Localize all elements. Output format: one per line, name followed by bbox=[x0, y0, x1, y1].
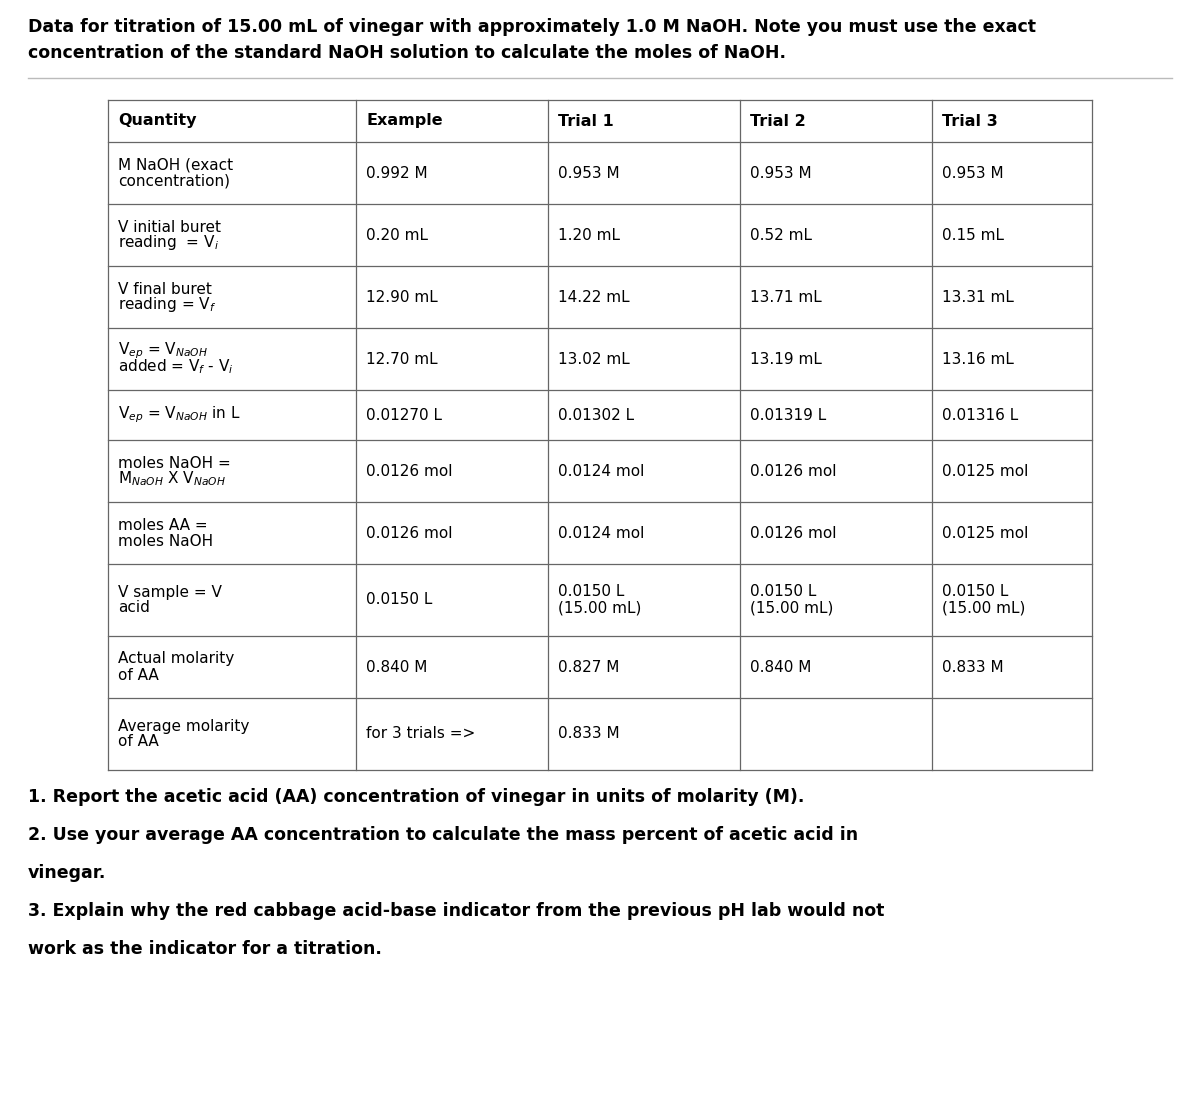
Text: 0.01302 L: 0.01302 L bbox=[558, 407, 634, 422]
Text: 0.953 M: 0.953 M bbox=[942, 166, 1003, 180]
Text: Data for titration of 15.00 mL of vinegar with approximately 1.0 M NaOH. Note yo: Data for titration of 15.00 mL of vinega… bbox=[28, 18, 1036, 36]
Text: 0.827 M: 0.827 M bbox=[558, 659, 619, 675]
Text: 0.01316 L: 0.01316 L bbox=[942, 407, 1019, 422]
Text: vinegar.: vinegar. bbox=[28, 864, 107, 881]
Text: 0.0125 mol: 0.0125 mol bbox=[942, 463, 1028, 479]
Text: 0.840 M: 0.840 M bbox=[750, 659, 811, 675]
Text: Trial 1: Trial 1 bbox=[558, 114, 613, 128]
Text: Example: Example bbox=[366, 114, 443, 128]
Text: 0.0124 mol: 0.0124 mol bbox=[558, 525, 644, 541]
Text: V sample = V: V sample = V bbox=[118, 584, 222, 599]
Text: moles NaOH =: moles NaOH = bbox=[118, 456, 230, 470]
Text: 0.20 mL: 0.20 mL bbox=[366, 228, 428, 242]
Text: 0.0150 L: 0.0150 L bbox=[366, 593, 432, 607]
Text: 0.0126 mol: 0.0126 mol bbox=[366, 525, 452, 541]
Text: work as the indicator for a titration.: work as the indicator for a titration. bbox=[28, 940, 382, 958]
Text: 0.0126 mol: 0.0126 mol bbox=[366, 463, 452, 479]
Text: 13.31 mL: 13.31 mL bbox=[942, 290, 1014, 304]
Text: 13.19 mL: 13.19 mL bbox=[750, 352, 822, 366]
Text: 0.52 mL: 0.52 mL bbox=[750, 228, 812, 242]
Text: 1.20 mL: 1.20 mL bbox=[558, 228, 620, 242]
Text: V$_{ep}$ = V$_{NaOH}$: V$_{ep}$ = V$_{NaOH}$ bbox=[118, 341, 208, 362]
Text: 13.16 mL: 13.16 mL bbox=[942, 352, 1014, 366]
Text: 13.71 mL: 13.71 mL bbox=[750, 290, 822, 304]
Text: moles NaOH: moles NaOH bbox=[118, 533, 214, 549]
Text: 0.15 mL: 0.15 mL bbox=[942, 228, 1004, 242]
Text: moles AA =: moles AA = bbox=[118, 518, 208, 532]
Text: Trial 3: Trial 3 bbox=[942, 114, 997, 128]
Text: V final buret: V final buret bbox=[118, 282, 212, 296]
Text: M$_{NaOH}$ X V$_{NaOH}$: M$_{NaOH}$ X V$_{NaOH}$ bbox=[118, 470, 226, 489]
Text: concentration): concentration) bbox=[118, 174, 230, 188]
Text: 0.0126 mol: 0.0126 mol bbox=[750, 463, 836, 479]
Text: of AA: of AA bbox=[118, 668, 158, 682]
Text: acid: acid bbox=[118, 601, 150, 616]
Text: 0.953 M: 0.953 M bbox=[558, 166, 619, 180]
Text: 0.0150 L: 0.0150 L bbox=[558, 584, 624, 599]
Text: reading  = V$_i$: reading = V$_i$ bbox=[118, 233, 220, 252]
Text: 1. Report the acetic acid (AA) concentration of vinegar in units of molarity (M): 1. Report the acetic acid (AA) concentra… bbox=[28, 787, 804, 806]
Text: 0.992 M: 0.992 M bbox=[366, 166, 427, 180]
Text: Trial 2: Trial 2 bbox=[750, 114, 805, 128]
Text: 12.90 mL: 12.90 mL bbox=[366, 290, 438, 304]
Text: 0.01319 L: 0.01319 L bbox=[750, 407, 827, 422]
Text: 0.840 M: 0.840 M bbox=[366, 659, 427, 675]
Text: (15.00 mL): (15.00 mL) bbox=[942, 601, 1025, 616]
Text: 0.0125 mol: 0.0125 mol bbox=[942, 525, 1028, 541]
Text: 0.0126 mol: 0.0126 mol bbox=[750, 525, 836, 541]
Text: added = V$_f$ - V$_i$: added = V$_f$ - V$_i$ bbox=[118, 357, 234, 376]
Text: Average molarity: Average molarity bbox=[118, 719, 250, 733]
Text: (15.00 mL): (15.00 mL) bbox=[750, 601, 833, 616]
Text: 14.22 mL: 14.22 mL bbox=[558, 290, 630, 304]
Text: (15.00 mL): (15.00 mL) bbox=[558, 601, 641, 616]
Text: reading = V$_f$: reading = V$_f$ bbox=[118, 295, 216, 314]
Text: 0.0124 mol: 0.0124 mol bbox=[558, 463, 644, 479]
Text: 2. Use your average AA concentration to calculate the mass percent of acetic aci: 2. Use your average AA concentration to … bbox=[28, 826, 858, 844]
Text: Actual molarity: Actual molarity bbox=[118, 651, 234, 667]
Text: 0.0150 L: 0.0150 L bbox=[750, 584, 816, 599]
Text: Quantity: Quantity bbox=[118, 114, 197, 128]
Text: 3. Explain why the red cabbage acid-base indicator from the previous pH lab woul: 3. Explain why the red cabbage acid-base… bbox=[28, 902, 884, 920]
Text: V$_{ep}$ = V$_{NaOH}$ in L: V$_{ep}$ = V$_{NaOH}$ in L bbox=[118, 405, 241, 426]
Text: of AA: of AA bbox=[118, 734, 158, 750]
Text: V initial buret: V initial buret bbox=[118, 219, 221, 234]
Text: for 3 trials =>: for 3 trials => bbox=[366, 727, 475, 741]
Text: 0.833 M: 0.833 M bbox=[558, 727, 619, 741]
Text: 0.01270 L: 0.01270 L bbox=[366, 407, 442, 422]
Text: 0.953 M: 0.953 M bbox=[750, 166, 811, 180]
Text: concentration of the standard NaOH solution to calculate the moles of NaOH.: concentration of the standard NaOH solut… bbox=[28, 44, 786, 62]
Text: 0.833 M: 0.833 M bbox=[942, 659, 1003, 675]
Text: 12.70 mL: 12.70 mL bbox=[366, 352, 438, 366]
Text: M NaOH (exact: M NaOH (exact bbox=[118, 157, 233, 173]
Text: 13.02 mL: 13.02 mL bbox=[558, 352, 630, 366]
Text: 0.0150 L: 0.0150 L bbox=[942, 584, 1008, 599]
